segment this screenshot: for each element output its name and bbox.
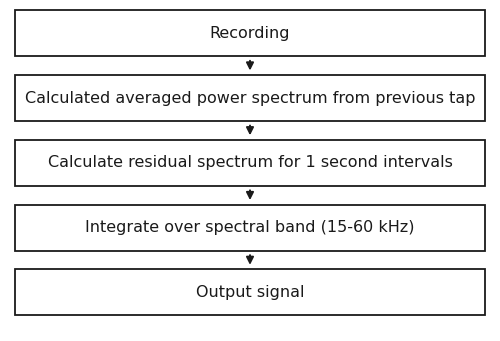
Text: Recording: Recording xyxy=(210,26,290,41)
FancyBboxPatch shape xyxy=(15,269,485,315)
FancyBboxPatch shape xyxy=(15,75,485,121)
FancyBboxPatch shape xyxy=(15,140,485,186)
FancyBboxPatch shape xyxy=(15,10,485,56)
Text: Calculated averaged power spectrum from previous tap: Calculated averaged power spectrum from … xyxy=(25,91,475,105)
Text: Calculate residual spectrum for 1 second intervals: Calculate residual spectrum for 1 second… xyxy=(48,155,452,170)
Text: Output signal: Output signal xyxy=(196,285,304,300)
Text: Integrate over spectral band (15-60 kHz): Integrate over spectral band (15-60 kHz) xyxy=(85,220,415,235)
FancyBboxPatch shape xyxy=(15,205,485,251)
